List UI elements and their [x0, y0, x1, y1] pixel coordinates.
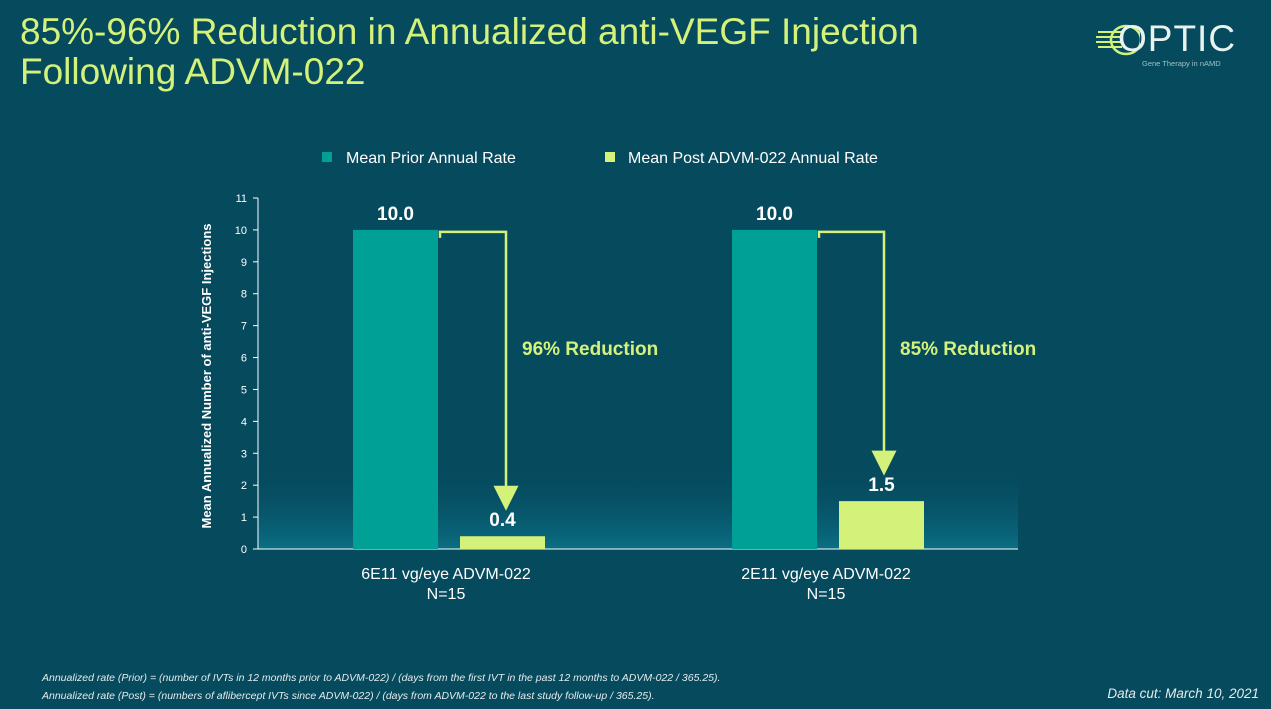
footnote-post: Annualized rate (Post) = (numbers of afl…: [42, 690, 655, 702]
legend-label: Mean Post ADVM-022 Annual Rate: [628, 150, 878, 167]
reduction-annotation: 85% Reduction: [900, 339, 1036, 360]
bar-post: [839, 501, 924, 549]
bar-data-label: 0.4: [489, 510, 516, 531]
y-tick-label: 5: [241, 384, 247, 396]
y-tick-label: 10: [235, 225, 247, 237]
y-tick-label: 4: [241, 416, 247, 428]
slide-title: 85%-96% Reduction in Annualized anti-VEG…: [20, 12, 919, 92]
reduction-annotation: 96% Reduction: [522, 339, 658, 360]
legend-swatch: [322, 152, 332, 162]
y-tick-label: 9: [241, 257, 247, 269]
category-label: 2E11 vg/eye ADVM-022: [741, 566, 911, 583]
y-tick-label: 8: [241, 289, 247, 301]
logo-text: OPTIC: [1118, 18, 1237, 59]
data-cut-note: Data cut: March 10, 2021: [1107, 686, 1259, 701]
legend-label: Mean Prior Annual Rate: [346, 150, 516, 167]
category-label: N=15: [427, 586, 466, 603]
logo-tagline: Gene Therapy in nAMD: [1142, 59, 1221, 68]
y-tick-label: 1: [241, 512, 247, 524]
y-axis-label: Mean Annualized Number of anti-VEGF Inje…: [199, 223, 214, 528]
y-tick-label: 2: [241, 480, 247, 492]
optic-logo: OPTIC Gene Therapy in nAMD: [1096, 14, 1246, 74]
category-label: N=15: [807, 586, 846, 603]
bar-data-label: 10.0: [377, 204, 414, 225]
title-line-1: 85%-96% Reduction in Annualized anti-VEG…: [20, 11, 919, 52]
category-label: 6E11 vg/eye ADVM-022: [361, 566, 531, 583]
bar-data-label: 1.5: [868, 475, 895, 496]
title-line-2: Following ADVM-022: [20, 51, 366, 92]
y-tick-label: 11: [236, 193, 247, 205]
bar-prior: [732, 229, 817, 549]
bar-prior: [353, 229, 438, 549]
legend-swatch: [605, 152, 615, 162]
reduction-arrow: [438, 230, 519, 511]
y-tick-label: 3: [241, 448, 247, 460]
y-tick-label: 0: [241, 544, 247, 556]
y-tick-label: 6: [241, 353, 247, 365]
reduction-arrow: [817, 230, 897, 476]
eye-logo-icon: [1096, 24, 1140, 56]
bar-post: [460, 536, 545, 549]
bar-data-label: 10.0: [756, 204, 793, 225]
y-tick-label: 7: [241, 321, 247, 333]
footnote-prior: Annualized rate (Prior) = (number of IVT…: [42, 672, 721, 684]
